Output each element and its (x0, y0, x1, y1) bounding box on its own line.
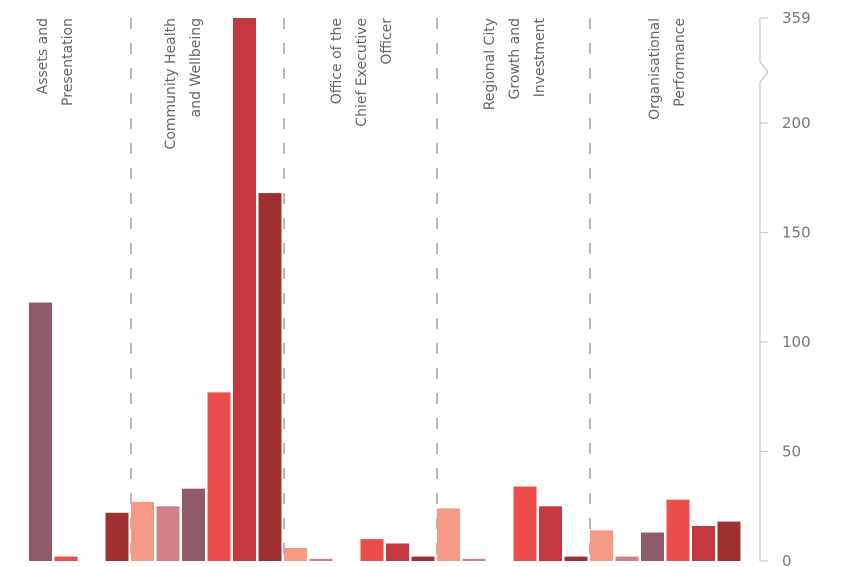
y-tick-label: 150 (782, 224, 811, 242)
group-label: Office of the (329, 18, 345, 104)
y-tick-label: 100 (782, 333, 811, 351)
y-tick-label: 359 (782, 9, 811, 27)
group-label: Assets and (35, 18, 51, 94)
group-label: Performance (672, 18, 688, 107)
group-label: Chief Executive (354, 18, 370, 127)
group-label: Regional City (482, 18, 498, 110)
group-label: Community Health (163, 18, 179, 149)
bar (641, 532, 664, 561)
group-label: Investment (532, 17, 548, 97)
bar (233, 18, 256, 561)
bar (284, 547, 307, 561)
bar (717, 521, 741, 561)
bar (29, 302, 52, 561)
bar (258, 193, 282, 561)
bar (539, 506, 562, 562)
bar (386, 543, 409, 561)
group-label: Organisational (647, 18, 663, 120)
bar (105, 512, 129, 561)
bar (590, 530, 613, 561)
group-label: and Wellbeing (188, 18, 204, 117)
bar (615, 556, 639, 561)
y-axis-line (759, 18, 769, 561)
bar (360, 539, 384, 561)
bar (411, 556, 435, 561)
bar (54, 556, 78, 561)
group-label: Presentation (60, 18, 76, 106)
y-tick-label: 0 (782, 552, 792, 567)
bar (182, 488, 205, 561)
bar (513, 486, 537, 561)
bar (692, 526, 715, 561)
group-label: Growth and (507, 18, 523, 99)
group-label: Officer (379, 18, 395, 65)
bar (156, 506, 180, 562)
bar (666, 499, 690, 561)
bar (437, 508, 460, 561)
y-tick-label: 200 (782, 114, 811, 132)
bar (309, 558, 333, 561)
bar (462, 558, 486, 561)
y-tick-label: 50 (782, 443, 801, 461)
bar (564, 556, 588, 561)
bar (207, 392, 231, 561)
bar (131, 501, 154, 561)
